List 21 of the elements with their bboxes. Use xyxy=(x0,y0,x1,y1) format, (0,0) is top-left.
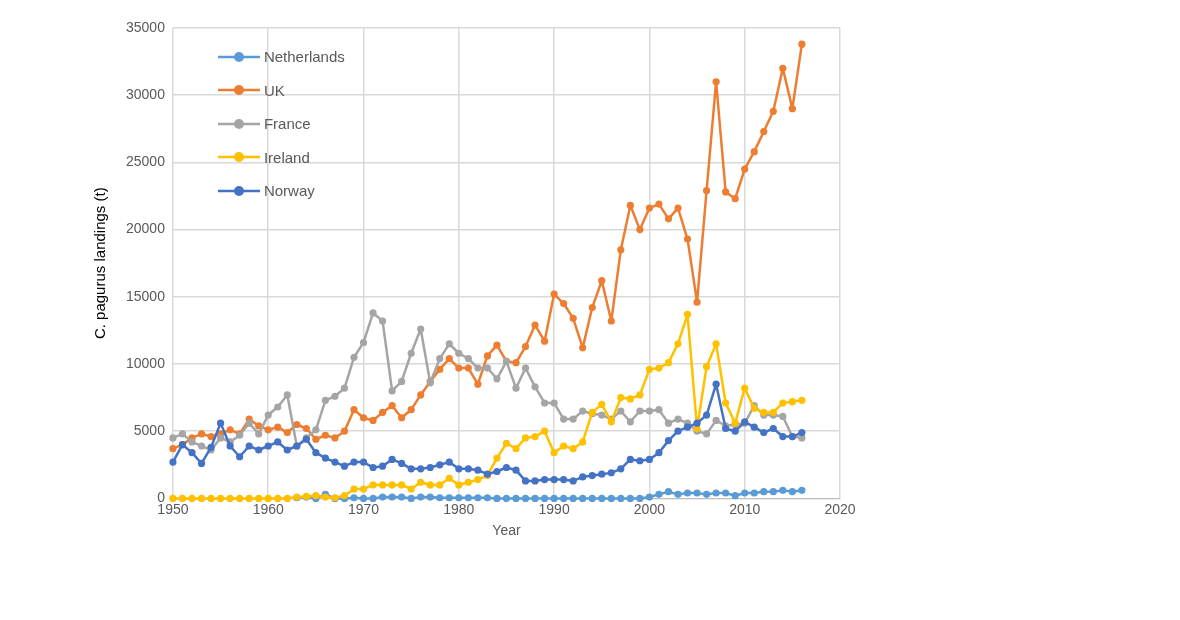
x-tick-label: 1980 xyxy=(443,500,475,517)
legend-label: Netherlands xyxy=(263,48,345,66)
y-tick-label: 5000 xyxy=(133,422,166,439)
legend-label: Ireland xyxy=(263,148,310,166)
x-tick-label: 2020 xyxy=(824,500,856,517)
x-tick-label: 1960 xyxy=(252,500,285,517)
x-tick-label: 2000 xyxy=(633,500,666,517)
x-tick-label: 1970 xyxy=(347,500,380,517)
legend-label: Norway xyxy=(263,182,315,200)
x-tick-label: 1990 xyxy=(538,500,570,517)
y-tick-label: 15000 xyxy=(125,287,166,304)
y-axis-title: C. pagurus landings (t) xyxy=(91,187,109,340)
y-tick-label: 30000 xyxy=(125,86,166,103)
y-tick-label: 20000 xyxy=(125,220,166,237)
legend-label: UK xyxy=(263,81,285,99)
y-tick-label: 35000 xyxy=(125,18,166,35)
x-tick-label: 2010 xyxy=(729,500,761,517)
y-tick-label: 10000 xyxy=(125,354,166,371)
y-tick-label: 25000 xyxy=(125,153,166,170)
legend-label: France xyxy=(263,115,311,133)
x-axis-title: Year xyxy=(492,522,521,539)
